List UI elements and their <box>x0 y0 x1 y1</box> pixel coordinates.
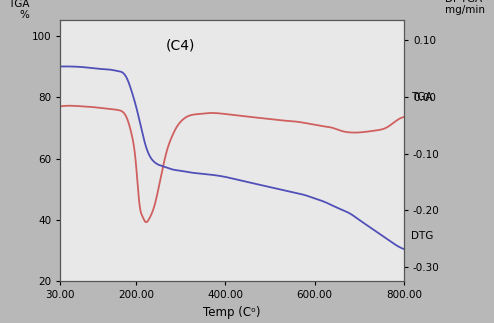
Text: (C4): (C4) <box>166 39 195 53</box>
Y-axis label: TGA
%: TGA % <box>8 0 29 20</box>
Text: TGA: TGA <box>411 92 432 102</box>
X-axis label: Temp (Cᵒ): Temp (Cᵒ) <box>203 306 261 319</box>
Text: DTG: DTG <box>411 231 433 241</box>
Y-axis label: Dr TGA
mg/min: Dr TGA mg/min <box>445 0 485 15</box>
